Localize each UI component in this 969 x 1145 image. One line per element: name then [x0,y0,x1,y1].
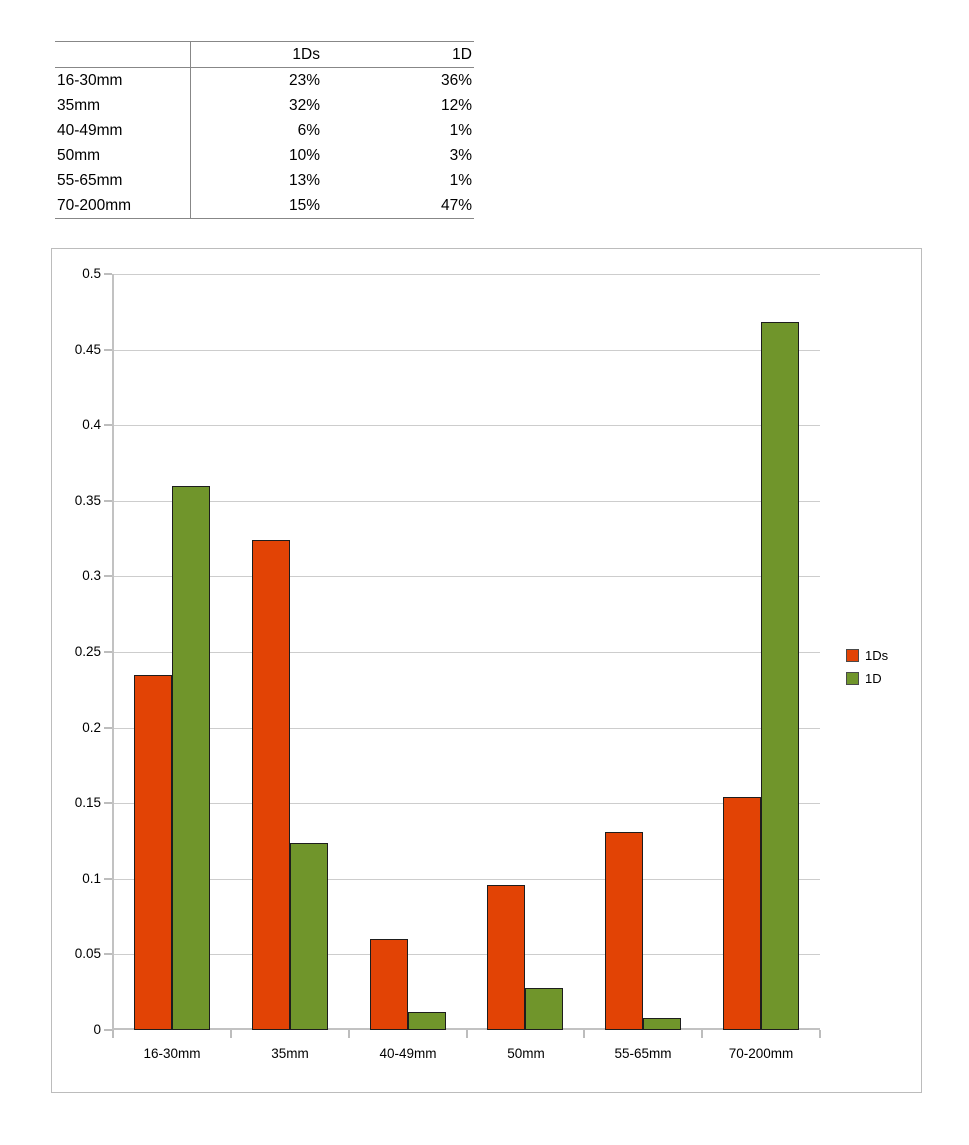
legend-item: 1Ds [846,647,888,664]
table-body: 16-30mm 23% 36% 35mm 32% 12% 40-49mm 6% 1% 50mm 10… [55,67,474,219]
gridline [113,954,820,955]
x-axis-label: 40-49mm [379,1046,437,1061]
bar-1D-40-49mm [408,1012,446,1030]
table-cell: 6% [297,121,320,139]
table-cell: 10% [288,146,320,164]
table-row: 40-49mm 6% 1% [55,118,474,143]
y-tick [104,575,112,577]
bar-1Ds-16-30mm [134,675,172,1030]
x-tick [112,1030,114,1038]
y-tick [104,424,112,426]
bar-1Ds-70-200mm [723,797,761,1030]
gridline [113,728,820,729]
bar-1D-55-65mm [643,1018,681,1030]
x-axis-line [113,1028,820,1030]
row-label: 35mm [55,93,191,118]
row-label: 55-65mm [55,168,191,193]
y-axis-label: 0.15 [74,795,101,810]
table-row: 70-200mm 15% 47% [55,193,474,219]
legend-label: 1D [865,671,882,686]
y-axis-label: 0 [93,1022,101,1037]
x-axis-label: 55-65mm [614,1046,672,1061]
x-tick [701,1030,703,1038]
table-col-header: 1Ds [292,45,320,63]
table-cell: 15% [288,196,320,214]
data-table: 1Ds 1D 16-30mm 23% 36% 35mm 32% 12% 40-49mm 6% 1%… [55,41,474,219]
bar-1D-50mm [525,988,563,1030]
table-col-header: 1D [452,45,472,63]
table-cell: 1% [449,121,472,139]
gridline [113,576,820,577]
gridline [113,350,820,351]
gridline [113,803,820,804]
y-axis-line [112,274,114,1030]
x-tick [583,1030,585,1038]
table-cell: 13% [288,171,320,189]
x-tick [819,1030,821,1038]
x-axis-label: 35mm [271,1046,309,1061]
y-tick [104,273,112,275]
y-axis-label: 0.25 [74,644,101,659]
y-tick [104,953,112,955]
gridline [113,879,820,880]
table-row: 35mm 32% 12% [55,93,474,118]
x-axis-label: 16-30mm [143,1046,201,1061]
table-row: 50mm 10% 3% [55,143,474,168]
gridline [113,652,820,653]
y-axis-label: 0.5 [82,266,101,281]
chart-legend: 1Ds 1D [846,647,888,693]
y-axis-label: 0.05 [74,946,101,961]
x-axis-label: 70-200mm [728,1046,794,1061]
gridline [113,501,820,502]
legend-label: 1Ds [865,648,889,663]
y-tick [104,349,112,351]
table-cell: 23% [288,71,320,89]
x-tick [348,1030,350,1038]
gridline [113,425,820,426]
y-axis-label: 0.35 [74,493,101,508]
bar-1Ds-55-65mm [605,832,643,1030]
table-cell: 1% [449,171,472,189]
bar-1Ds-40-49mm [370,939,408,1030]
table-corner-cell [55,41,191,68]
x-axis-label: 50mm [507,1046,545,1061]
bar-1D-16-30mm [172,486,210,1030]
table-cell: 47% [440,196,472,214]
table-row: 16-30mm 23% 36% [55,67,474,93]
y-axis-label: 0.4 [82,417,101,432]
bar-chart: 0 0.05 0.1 0.15 0.2 0.25 0.3 0.35 0.4 0.45 0.5 16-3… [51,248,922,1093]
bar-1D-70-200mm [761,322,799,1030]
table-cell: 36% [440,71,472,89]
y-axis-label: 0.2 [82,720,101,735]
row-label: 40-49mm [55,118,191,143]
y-tick [104,500,112,502]
plot-area: 0 0.05 0.1 0.15 0.2 0.25 0.3 0.35 0.4 0.45 0.5 16-3… [75,266,821,1061]
y-axis-label: 0.1 [82,871,101,886]
row-label: 16-30mm [55,67,191,93]
y-tick [104,727,112,729]
legend-swatch-1D [846,672,859,685]
x-tick [230,1030,232,1038]
table-cell: 3% [449,146,472,164]
table-cell: 12% [440,96,472,114]
y-axis-label: 0.45 [74,342,101,357]
table-cell: 32% [288,96,320,114]
row-label: 50mm [55,143,191,168]
bar-1D-35mm [290,843,328,1030]
table-row: 55-65mm 13% 1% [55,168,474,193]
legend-swatch-1Ds [846,649,859,662]
y-tick [104,878,112,880]
y-tick [104,651,112,653]
y-tick [104,802,112,804]
table-header-row: 1Ds 1D [55,41,474,68]
y-tick [104,1029,112,1031]
gridline [113,274,820,275]
row-label: 70-200mm [55,193,191,219]
legend-item: 1D [846,670,888,687]
y-axis-label: 0.3 [82,568,101,583]
bar-1Ds-50mm [487,885,525,1030]
bar-1Ds-35mm [252,540,290,1030]
x-tick [466,1030,468,1038]
